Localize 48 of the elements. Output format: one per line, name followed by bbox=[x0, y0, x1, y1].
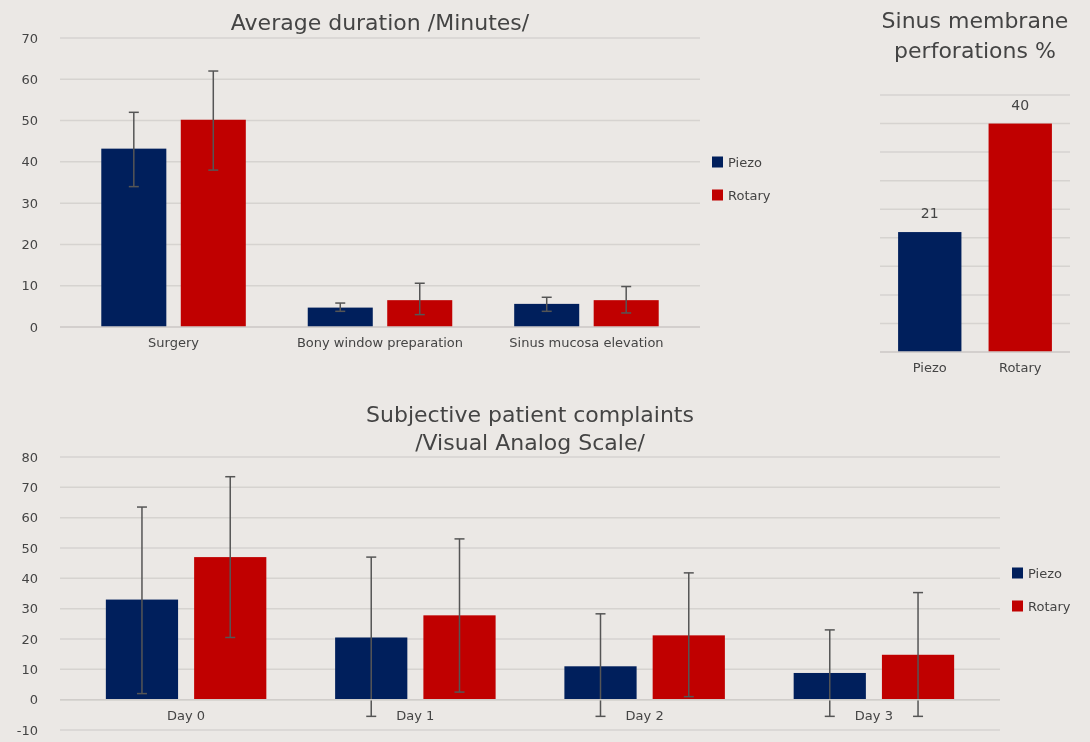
bar bbox=[881, 654, 955, 700]
data-label: 40 bbox=[1011, 96, 1030, 113]
x-tick-label: Day 0 bbox=[167, 707, 206, 723]
bar bbox=[514, 303, 580, 327]
bar bbox=[593, 300, 659, 327]
x-tick-label: Day 2 bbox=[625, 707, 664, 723]
bar bbox=[194, 557, 267, 700]
y-tick-label: 20 bbox=[21, 631, 38, 647]
y-tick-label: 0 bbox=[29, 319, 38, 335]
bar bbox=[652, 635, 725, 700]
bar bbox=[793, 672, 866, 700]
bar bbox=[387, 300, 453, 327]
bar bbox=[307, 307, 373, 327]
y-tick-label: 70 bbox=[21, 30, 38, 46]
y-tick-label: 30 bbox=[21, 195, 38, 211]
y-tick-label: 60 bbox=[21, 71, 38, 87]
y-tick-label: -10 bbox=[16, 722, 38, 738]
bar bbox=[335, 637, 408, 700]
data-label: 21 bbox=[920, 205, 939, 222]
y-tick-label: 80 bbox=[21, 449, 38, 465]
bar bbox=[101, 148, 167, 327]
y-tick-label: 40 bbox=[21, 154, 38, 170]
chart-title: Subjective patient complaints /Visual Analog Scale/ bbox=[366, 402, 694, 455]
y-tick-label: 10 bbox=[21, 278, 38, 294]
legend-label: Rotary bbox=[1028, 599, 1071, 615]
x-tick-label: Sinus mucosa elevation bbox=[509, 335, 664, 350]
bar bbox=[105, 599, 179, 700]
chart-title: Average duration /Minutes/ bbox=[230, 10, 530, 35]
x-tick-label: Day 3 bbox=[854, 707, 893, 723]
y-tick-label: 50 bbox=[21, 113, 38, 129]
x-tick-label: Surgery bbox=[148, 335, 200, 350]
legend-label: Rotary bbox=[728, 188, 771, 204]
bar bbox=[564, 666, 637, 700]
bar bbox=[180, 119, 246, 327]
y-tick-label: 30 bbox=[21, 601, 38, 617]
legend-label: Piezo bbox=[1028, 566, 1062, 582]
y-tick-label: 70 bbox=[21, 479, 38, 495]
x-tick-label: Bony window preparation bbox=[296, 335, 464, 350]
legend-label: Piezo bbox=[728, 155, 762, 171]
y-tick-label: 60 bbox=[21, 510, 38, 526]
x-tick-label: Day 1 bbox=[396, 707, 435, 723]
bar bbox=[423, 615, 496, 700]
y-tick-label: 20 bbox=[21, 236, 38, 252]
y-tick-label: 10 bbox=[21, 661, 38, 677]
y-tick-label: 50 bbox=[21, 540, 38, 556]
y-tick-label: 40 bbox=[21, 570, 38, 586]
chart-title: Sinus membrane perforations % bbox=[881, 8, 1069, 63]
y-tick-label: 0 bbox=[29, 692, 38, 708]
